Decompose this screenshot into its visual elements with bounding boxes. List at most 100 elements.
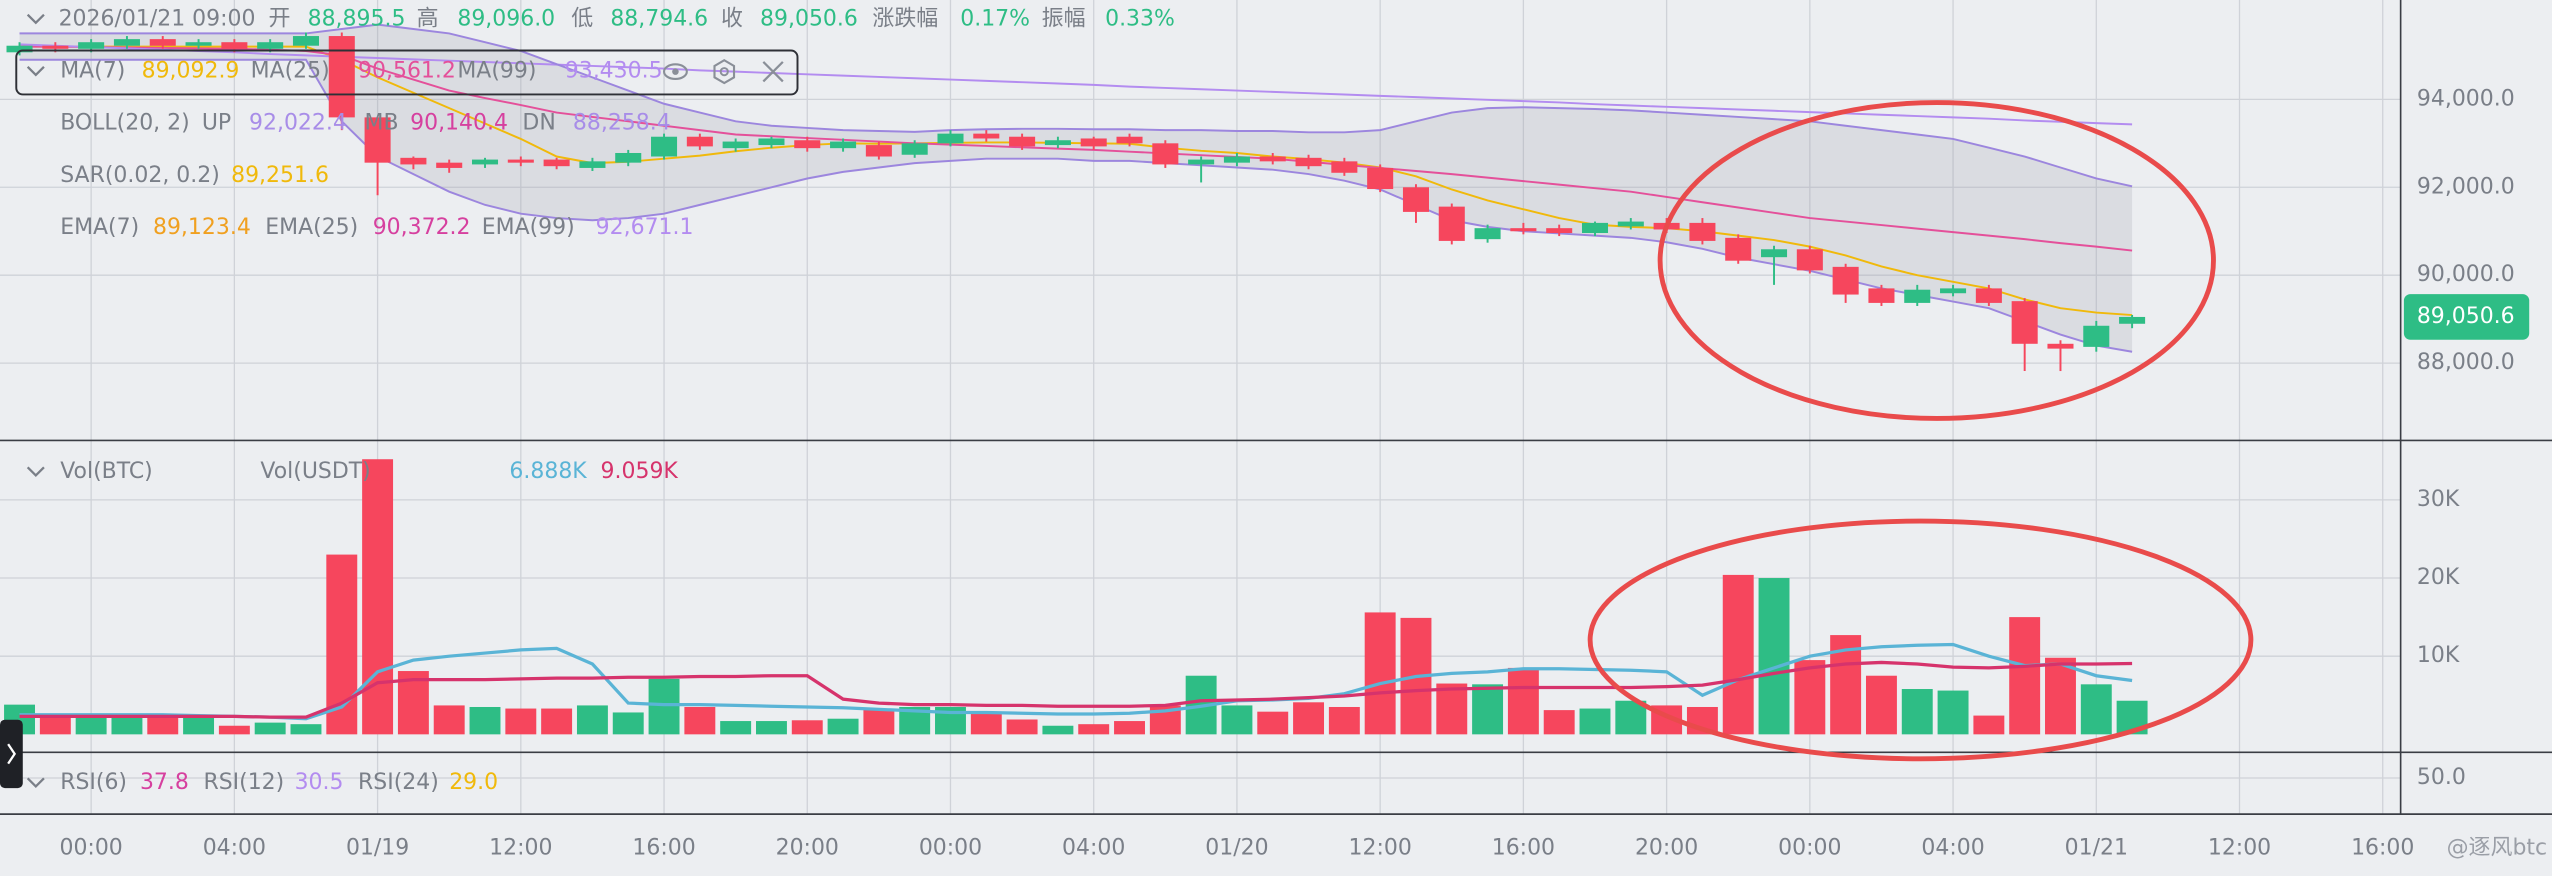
collapse-icon[interactable] <box>26 13 45 25</box>
indicator-name: MA(25) <box>251 59 330 84</box>
candle-body <box>1295 157 1322 167</box>
y-tick-label: 90,000.0 <box>2417 262 2515 287</box>
side-tab[interactable] <box>0 719 23 789</box>
candle-body <box>722 141 749 149</box>
header-label: 收 <box>721 7 743 32</box>
indicator-name: EMA(25) <box>265 215 358 240</box>
volume-bar <box>827 718 859 735</box>
volume-bar <box>2045 657 2076 735</box>
volume-bar <box>469 706 501 735</box>
x-tick-label: 01/21 <box>2065 835 2128 860</box>
candle-body <box>1689 222 1716 241</box>
price-tag-box <box>2403 294 2530 340</box>
indicator-value: 90,372.2 <box>373 215 471 240</box>
volume-bar <box>1758 578 1790 735</box>
x-tick-label: 01/20 <box>1205 835 1268 860</box>
candle-body <box>794 140 821 149</box>
header-value: 0.17% <box>960 7 1030 32</box>
candle-body <box>651 136 678 157</box>
candle-body <box>865 145 892 157</box>
candle-body <box>1331 161 1358 173</box>
candle-body <box>615 152 642 163</box>
volume-bar <box>1794 660 1826 735</box>
annotation-circle <box>1587 518 2254 762</box>
volume-bar <box>1257 711 1289 735</box>
candle-body <box>543 159 570 167</box>
candle-body <box>1581 222 1609 234</box>
watermark: @逐风btc <box>2447 835 2548 860</box>
volume-bar <box>362 459 394 735</box>
axes: 94,000.0 92,000.0 90,000.0 88,000.0 30K 20K 10… <box>59 86 2514 860</box>
volume-bar <box>1006 719 1038 735</box>
candle-body <box>1009 136 1036 147</box>
indicator-name: MA(7) <box>60 59 125 84</box>
candle-body <box>1402 187 1429 212</box>
candle-body <box>257 42 284 49</box>
candle-body <box>973 133 1000 139</box>
volume-bar <box>755 721 787 735</box>
volume-bar <box>612 712 644 735</box>
volume-bar <box>648 678 680 735</box>
volume-bar <box>1973 715 2005 735</box>
indicator-value: 93,430.5 <box>565 59 663 84</box>
candle-body <box>1438 206 1465 241</box>
indicator-value: 88,258.4 <box>573 111 671 136</box>
x-tick-label: 16:00 <box>1492 835 1555 860</box>
x-tick-label: 00:00 <box>919 835 982 860</box>
collapse-icon[interactable] <box>26 466 45 478</box>
volume-bar <box>863 708 895 735</box>
candle-body <box>1904 289 1931 303</box>
indicator-value: 90,561.2 <box>358 59 456 84</box>
header-label: 涨跌幅 <box>872 7 938 32</box>
indicator-value: 92,022.4 <box>249 111 347 136</box>
x-tick-label: 04:00 <box>1921 835 1984 860</box>
indicator-box[interactable] <box>15 49 799 96</box>
candle-body <box>292 36 319 46</box>
boll-band <box>19 24 2133 352</box>
volume-ma-line <box>19 660 2133 719</box>
candles <box>6 32 2146 372</box>
y-tick-label: 50.0 <box>2417 765 2466 790</box>
volume-bar <box>720 721 752 735</box>
close-icon[interactable] <box>762 61 784 83</box>
y-tick-label: 30K <box>2417 487 2460 512</box>
x-tick-label: 12:00 <box>2208 835 2271 860</box>
price-tag: 89,050.6 <box>2403 294 2530 340</box>
x-tick-label: 00:00 <box>1778 835 1841 860</box>
volume-bar <box>1865 675 1897 735</box>
header-value: 0.33% <box>1105 7 1175 32</box>
candle-body <box>364 117 391 163</box>
indicator-value: 92,671.1 <box>596 215 694 240</box>
candle-body <box>2119 316 2146 324</box>
volume-bar <box>1328 706 1360 735</box>
volume-bar <box>1507 667 1539 735</box>
x-tick-label: 16:00 <box>2351 835 2414 860</box>
indicator-name: UP <box>202 111 231 136</box>
candle-body <box>1116 136 1143 144</box>
rsi-value: 37.8 <box>140 770 189 795</box>
indicator-value: 89,092.9 <box>142 59 240 84</box>
header-label: 振幅 <box>1042 7 1086 32</box>
candle-body <box>149 39 176 46</box>
settings-icon[interactable] <box>713 59 736 85</box>
header-value: 88,794.6 <box>610 7 708 32</box>
y-tick-label: 88,000.0 <box>2417 350 2515 375</box>
candle-body <box>1546 228 1573 234</box>
volume-bar <box>39 714 71 735</box>
candle-body <box>185 42 212 46</box>
volume-bar <box>1722 574 1754 735</box>
indicator-name: BOLL(20, 2) <box>60 111 189 136</box>
indicator-name: EMA(7) <box>60 215 139 240</box>
volume-bar <box>218 725 250 735</box>
collapse-icon[interactable] <box>26 65 45 77</box>
volume-bar <box>1901 689 1933 735</box>
candle-body <box>937 133 964 144</box>
volume-ma-line <box>19 642 2133 721</box>
eye-icon[interactable] <box>662 63 688 81</box>
candle-body <box>1796 249 1823 271</box>
candle-body <box>221 42 248 49</box>
collapse-icon[interactable] <box>26 777 45 789</box>
candle-body <box>400 157 427 165</box>
candle-body <box>2083 325 2110 347</box>
candle-body <box>1868 288 1895 303</box>
